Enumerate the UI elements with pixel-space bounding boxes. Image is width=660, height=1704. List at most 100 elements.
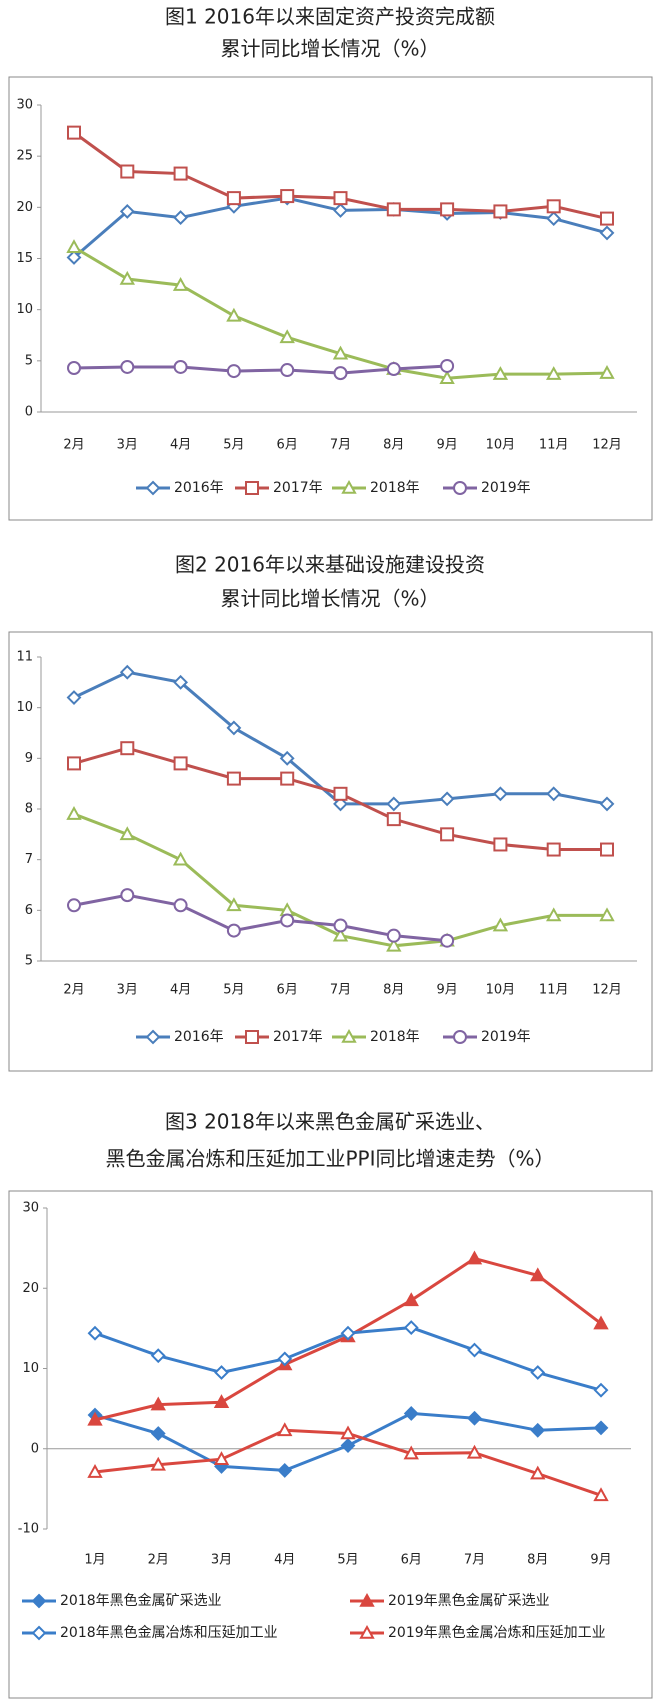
x-tick-label: 7月	[330, 983, 351, 998]
marker	[87, 1325, 103, 1341]
marker	[440, 827, 455, 842]
chart-title: 图2 2016年以来基础设施建设投资	[175, 553, 485, 577]
marker	[150, 1348, 166, 1364]
marker	[119, 664, 135, 680]
marker	[530, 1267, 546, 1282]
marker	[340, 1438, 356, 1453]
x-tick-label: 11月	[539, 438, 569, 453]
marker	[530, 1422, 546, 1438]
legend-label: 2019年	[481, 1029, 531, 1045]
marker	[493, 837, 508, 852]
marker	[359, 1624, 375, 1639]
x-tick-label: 1月	[84, 1553, 105, 1568]
marker	[226, 771, 241, 786]
marker	[593, 1420, 609, 1436]
y-tick-label: 0	[25, 405, 33, 420]
marker	[333, 366, 348, 381]
marker	[440, 358, 455, 373]
marker	[120, 359, 135, 374]
marker	[467, 1410, 482, 1426]
x-tick-label: 8月	[383, 438, 404, 453]
y-tick-label: 30	[16, 98, 33, 113]
x-tick-label: 3月	[117, 983, 138, 998]
marker	[280, 913, 295, 928]
series-line	[73, 364, 448, 375]
legend-label: 2019年黑色金属矿采选业	[388, 1592, 550, 1609]
x-tick-label: 2月	[63, 983, 84, 998]
y-tick-label: 20	[22, 1281, 39, 1296]
marker	[333, 191, 348, 206]
x-tick-label: 8月	[527, 1553, 548, 1568]
marker	[120, 888, 135, 903]
marker	[214, 1365, 229, 1380]
marker	[333, 796, 348, 812]
x-tick-label: 6月	[277, 983, 298, 998]
marker	[403, 1406, 419, 1421]
marker	[226, 897, 242, 912]
marker	[245, 1030, 259, 1044]
marker	[226, 191, 241, 206]
chart-title: 黑色金属冶炼和压延加工业PPI同比增速走势（%）	[105, 1147, 554, 1171]
marker	[386, 796, 402, 812]
marker	[245, 481, 259, 495]
marker	[277, 1422, 293, 1437]
x-tick-label: 6月	[401, 1553, 422, 1568]
chart-title: 累计同比增长情况（%）	[220, 37, 439, 61]
marker	[67, 125, 81, 140]
marker	[386, 937, 402, 952]
marker	[280, 189, 295, 204]
marker	[359, 1592, 375, 1607]
x-tick-label: 7月	[330, 438, 351, 453]
x-tick-label: 5月	[223, 438, 244, 453]
x-tick-label: 12月	[592, 983, 622, 998]
x-tick-label: 9月	[436, 983, 457, 998]
marker	[439, 370, 455, 385]
x-tick-label: 4月	[170, 438, 191, 453]
marker	[120, 741, 135, 756]
x-tick-label: 9月	[590, 1553, 611, 1568]
marker	[593, 1487, 609, 1502]
marker	[453, 481, 467, 495]
x-tick-label: 4月	[274, 1553, 295, 1568]
y-tick-label: 11	[16, 650, 33, 665]
legend-label: 2017年	[273, 1029, 323, 1045]
marker	[87, 1411, 103, 1426]
marker	[213, 1394, 230, 1409]
x-tick-label: 5月	[337, 1553, 358, 1568]
marker	[386, 928, 401, 943]
marker	[466, 1250, 483, 1265]
y-tick-label: 8	[25, 802, 33, 817]
marker	[213, 1451, 230, 1465]
plot-frame	[8, 76, 653, 521]
marker	[66, 239, 82, 254]
marker	[403, 1320, 419, 1335]
legend-label: 2017年	[273, 480, 323, 496]
marker	[280, 771, 295, 786]
marker	[546, 786, 562, 802]
marker	[66, 690, 82, 705]
marker	[31, 1625, 47, 1641]
marker	[333, 202, 348, 218]
x-tick-label: 3月	[117, 438, 138, 453]
marker	[332, 345, 349, 360]
marker	[546, 907, 562, 922]
x-tick-label: 9月	[436, 438, 457, 453]
marker	[593, 1315, 609, 1330]
x-tick-label: 7月	[464, 1553, 485, 1568]
marker	[386, 812, 401, 827]
marker	[120, 164, 135, 179]
marker	[467, 1342, 482, 1358]
marker	[546, 842, 561, 857]
legend-label: 2019年	[481, 480, 531, 496]
marker	[546, 211, 562, 227]
marker	[530, 1465, 546, 1480]
y-tick-label: 5	[25, 353, 33, 368]
marker	[333, 918, 348, 933]
plot-frame	[8, 631, 653, 1072]
y-tick-label: 25	[16, 149, 33, 164]
y-tick-label: 15	[16, 251, 33, 266]
x-tick-label: 10月	[486, 983, 516, 998]
marker	[403, 1445, 419, 1460]
marker	[226, 923, 241, 938]
marker	[173, 210, 189, 225]
